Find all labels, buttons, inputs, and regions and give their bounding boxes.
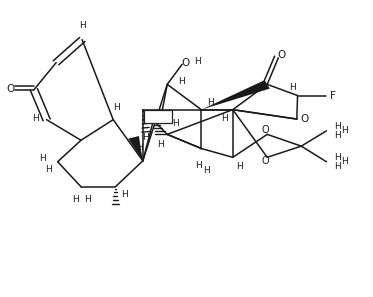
Text: H: H xyxy=(84,195,91,204)
Text: H: H xyxy=(334,122,341,131)
Text: H: H xyxy=(113,103,120,112)
Text: O: O xyxy=(261,157,269,166)
Text: H: H xyxy=(157,140,164,149)
Text: O: O xyxy=(261,125,269,135)
Text: H: H xyxy=(341,157,348,166)
Text: O: O xyxy=(277,50,285,60)
Text: H: H xyxy=(195,161,202,170)
Text: O: O xyxy=(301,114,309,124)
Polygon shape xyxy=(201,80,270,110)
Text: H: H xyxy=(45,165,52,173)
Text: H: H xyxy=(178,77,185,86)
Text: H: H xyxy=(236,162,243,171)
Text: F: F xyxy=(330,91,336,101)
Text: H: H xyxy=(207,98,214,107)
Text: H: H xyxy=(289,83,295,92)
Text: O: O xyxy=(6,84,15,94)
Text: H: H xyxy=(341,126,348,135)
FancyBboxPatch shape xyxy=(144,110,172,123)
Text: H: H xyxy=(334,162,341,171)
Text: H: H xyxy=(204,166,210,175)
Polygon shape xyxy=(128,136,143,161)
Text: H: H xyxy=(137,143,143,152)
Text: H: H xyxy=(194,57,201,66)
Text: H: H xyxy=(72,195,79,204)
Text: H: H xyxy=(334,131,341,140)
Text: H: H xyxy=(40,154,46,163)
Text: Abs: Abs xyxy=(151,112,165,121)
Text: H: H xyxy=(32,114,39,123)
Text: H: H xyxy=(334,153,341,162)
Text: H: H xyxy=(121,190,128,200)
Text: O: O xyxy=(182,58,190,68)
Text: H: H xyxy=(142,133,149,142)
Text: H: H xyxy=(79,21,85,30)
Text: H: H xyxy=(221,114,228,123)
Text: H: H xyxy=(172,119,179,128)
